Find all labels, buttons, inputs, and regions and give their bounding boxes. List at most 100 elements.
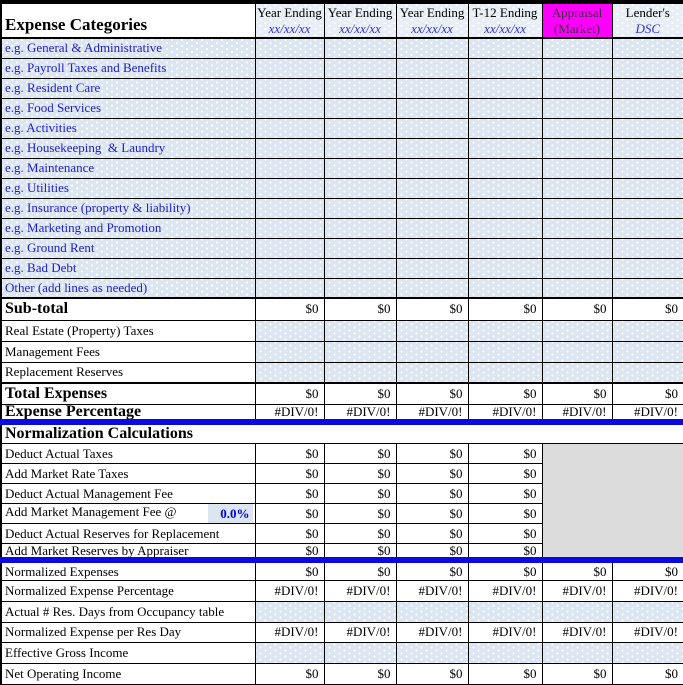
value-cell[interactable] (612, 198, 683, 218)
value-cell[interactable] (255, 58, 324, 78)
value-cell[interactable]: #DIV/0! (396, 622, 468, 643)
value-cell[interactable] (612, 320, 683, 341)
row-label-cell[interactable]: e.g. Insurance (property & liability) (1, 198, 255, 218)
row-label-cell[interactable]: e.g. Activities (1, 118, 255, 138)
value-cell[interactable]: $0 (324, 524, 396, 544)
row-label-cell[interactable]: e.g. Housekeeping & Laundry (1, 138, 255, 158)
value-cell[interactable] (324, 138, 396, 158)
value-cell[interactable] (542, 601, 612, 622)
value-cell[interactable]: $0 (396, 664, 468, 685)
value-cell[interactable] (255, 98, 324, 118)
value-cell[interactable] (324, 58, 396, 78)
value-cell[interactable]: $0 (324, 504, 396, 524)
value-cell[interactable]: $0 (468, 504, 542, 524)
management-fee-rate-input[interactable]: 0.0% (208, 504, 253, 523)
value-cell[interactable] (468, 58, 542, 78)
value-cell[interactable] (255, 78, 324, 98)
value-cell[interactable] (396, 320, 468, 341)
row-label-cell[interactable]: e.g. General & Administrative (1, 38, 255, 58)
value-cell[interactable] (468, 138, 542, 158)
value-cell[interactable] (612, 78, 683, 98)
value-cell[interactable] (468, 643, 542, 664)
value-cell[interactable]: $0 (612, 560, 683, 581)
value-cell[interactable] (255, 178, 324, 198)
value-cell[interactable]: $0 (255, 664, 324, 685)
value-cell[interactable] (612, 258, 683, 278)
value-cell[interactable] (468, 601, 542, 622)
value-cell[interactable] (324, 218, 396, 238)
section-header-normalization[interactable]: Normalization Calculations (1, 422, 683, 444)
value-cell[interactable]: $0 (324, 464, 396, 484)
row-label-cell[interactable]: e.g. Maintenance (1, 158, 255, 178)
value-cell[interactable] (255, 118, 324, 138)
value-cell[interactable] (324, 643, 396, 664)
value-cell[interactable] (396, 118, 468, 138)
value-cell[interactable] (468, 78, 542, 98)
row-label-cell[interactable]: Normalized Expenses (1, 560, 255, 581)
value-cell[interactable] (324, 341, 396, 362)
row-label-cell[interactable]: e.g. Bad Debt (1, 258, 255, 278)
row-label-cell[interactable]: Total Expenses (1, 383, 255, 404)
value-cell[interactable]: $0 (396, 524, 468, 544)
value-cell[interactable]: $0 (324, 484, 396, 504)
value-cell[interactable] (542, 258, 612, 278)
value-cell[interactable] (324, 178, 396, 198)
value-cell[interactable] (542, 38, 612, 58)
value-cell[interactable]: #DIV/0! (542, 581, 612, 602)
value-cell[interactable]: $0 (542, 298, 612, 320)
value-cell[interactable]: $0 (396, 298, 468, 320)
value-cell[interactable] (468, 158, 542, 178)
value-cell[interactable] (396, 58, 468, 78)
value-cell[interactable]: $0 (324, 544, 396, 561)
value-cell[interactable] (542, 238, 612, 258)
value-cell[interactable]: $0 (396, 484, 468, 504)
value-cell[interactable]: $0 (396, 383, 468, 404)
value-cell[interactable]: #DIV/0! (324, 404, 396, 422)
value-cell[interactable]: #DIV/0! (468, 622, 542, 643)
value-cell[interactable] (255, 341, 324, 362)
value-cell[interactable] (612, 362, 683, 383)
value-cell[interactable]: $0 (324, 383, 396, 404)
value-cell[interactable] (542, 278, 612, 298)
value-cell[interactable]: $0 (468, 444, 542, 464)
value-cell[interactable]: $0 (468, 298, 542, 320)
value-cell[interactable] (468, 238, 542, 258)
value-cell[interactable] (612, 218, 683, 238)
value-cell[interactable]: #DIV/0! (542, 622, 612, 643)
value-cell[interactable] (612, 341, 683, 362)
row-label-cell[interactable]: Normalized Expense Percentage (1, 581, 255, 602)
row-label-cell[interactable]: Other (add lines as needed) (1, 278, 255, 298)
row-label-cell[interactable]: Deduct Actual Taxes (1, 444, 255, 464)
value-cell[interactable] (255, 320, 324, 341)
value-cell[interactable] (542, 58, 612, 78)
value-cell[interactable]: $0 (255, 544, 324, 561)
value-cell[interactable]: #DIV/0! (324, 622, 396, 643)
value-cell[interactable] (255, 218, 324, 238)
row-label-cell[interactable]: Replacement Reserves (1, 362, 255, 383)
value-cell[interactable] (255, 278, 324, 298)
value-cell[interactable] (324, 78, 396, 98)
row-label-cell[interactable]: e.g. Utilities (1, 178, 255, 198)
value-cell[interactable]: $0 (396, 544, 468, 561)
value-cell[interactable]: $0 (255, 444, 324, 464)
value-cell[interactable] (396, 643, 468, 664)
value-cell[interactable] (542, 320, 612, 341)
value-cell[interactable] (396, 362, 468, 383)
value-cell[interactable] (468, 278, 542, 298)
row-label-cell[interactable]: Deduct Actual Management Fee (1, 484, 255, 504)
value-cell[interactable] (396, 218, 468, 238)
value-cell[interactable]: $0 (468, 484, 542, 504)
value-cell[interactable]: $0 (324, 664, 396, 685)
value-cell[interactable] (612, 158, 683, 178)
value-cell[interactable]: $0 (542, 664, 612, 685)
value-cell[interactable] (324, 238, 396, 258)
value-cell[interactable] (542, 341, 612, 362)
value-cell[interactable]: #DIV/0! (612, 404, 683, 422)
value-cell[interactable] (612, 38, 683, 58)
row-label-cell[interactable]: Actual # Res. Days from Occupancy table (1, 601, 255, 622)
value-cell[interactable] (468, 198, 542, 218)
value-cell[interactable] (255, 362, 324, 383)
